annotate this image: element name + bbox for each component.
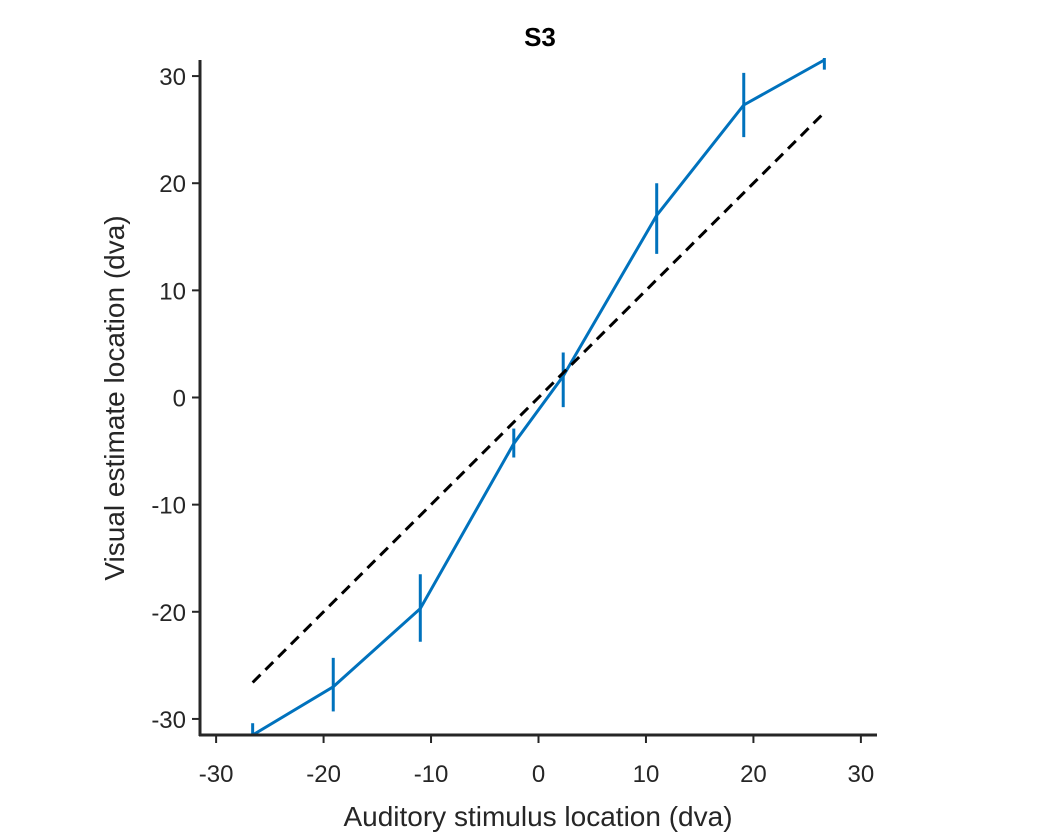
x-axis-label: Auditory stimulus location (dva) (343, 801, 732, 832)
x-tick-label: -20 (306, 761, 341, 788)
series-line (251, 58, 826, 735)
chart-title: S3 (524, 22, 556, 52)
x-tick-label: 20 (740, 761, 767, 788)
y-tick-label: 30 (159, 64, 186, 91)
y-tick-label: 0 (173, 386, 186, 413)
y-tick-label: 20 (159, 171, 186, 198)
plot-area (251, 58, 826, 735)
x-tick-label: 30 (848, 761, 875, 788)
y-tick-label: -30 (151, 707, 186, 734)
x-tick-label: -10 (414, 761, 449, 788)
y-tick-label: -10 (151, 493, 186, 520)
series-group (251, 58, 826, 735)
y-axis-label: Visual estimate location (dva) (99, 215, 130, 580)
y-tick-label: -20 (151, 600, 186, 627)
x-tick-label: 10 (633, 761, 660, 788)
identity-line (251, 111, 826, 684)
x-tick-label: 0 (532, 761, 545, 788)
axes: -30 -20 -10 0 10 20 30 -30 -20 -10 0 10 20 30 (151, 60, 877, 788)
x-tick-label: -30 (199, 761, 234, 788)
y-tick-label: 10 (159, 278, 186, 305)
